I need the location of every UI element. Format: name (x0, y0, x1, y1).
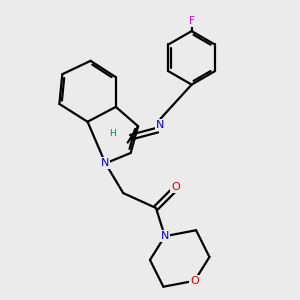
Text: N: N (101, 158, 110, 168)
Text: H: H (110, 129, 116, 138)
Text: N: N (161, 231, 169, 241)
Text: O: O (171, 182, 180, 192)
Text: N: N (156, 120, 165, 130)
Text: F: F (189, 16, 194, 26)
Text: O: O (190, 276, 199, 286)
